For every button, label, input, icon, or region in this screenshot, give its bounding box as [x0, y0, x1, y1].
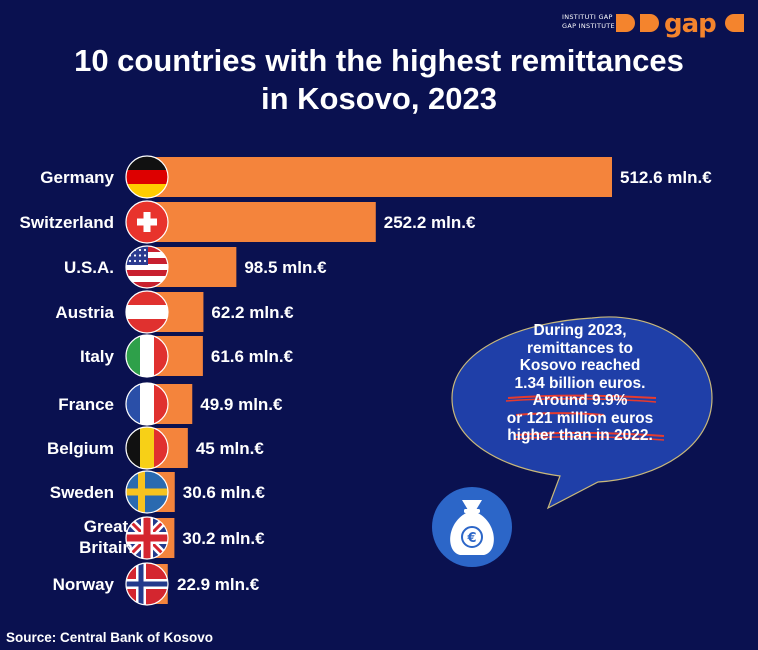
logo-wordmark: gap	[664, 9, 717, 39]
category-label: Austria	[55, 303, 114, 322]
callout-underlines	[505, 394, 665, 441]
money-bag-euro-icon: €	[432, 487, 512, 567]
callout-line: Kosovo reached	[519, 357, 641, 374]
germany-flag-icon	[125, 155, 169, 199]
italy-flag-icon	[125, 334, 169, 378]
great-britain-flag-icon	[125, 516, 169, 560]
gap-institute-logo: INSTITUTI GAP GAP INSTITUTE gap	[562, 10, 752, 38]
switzerland-flag-icon	[125, 200, 169, 244]
category-label: Italy	[80, 347, 115, 366]
chart-title-line-1: 10 countries with the highest remittance…	[74, 43, 684, 78]
callout-line: 1.34 billion euros.	[514, 374, 646, 392]
category-label: Sweden	[50, 483, 114, 502]
category-label: U.S.A.	[64, 258, 114, 277]
value-label: 30.2 mln.€	[182, 529, 265, 548]
callout-text: During 2023, remittances to Kosovo reached…	[480, 322, 680, 445]
value-label: 98.5 mln.€	[244, 258, 327, 277]
callout-line: or 121 million euros	[506, 409, 654, 427]
category-label: Norway	[53, 575, 115, 594]
value-label: 512.6 mln.€	[620, 168, 712, 187]
callout-line: higher than in 2022.	[507, 427, 653, 444]
sweden-flag-icon	[125, 470, 169, 514]
value-label: 61.6 mln.€	[211, 347, 294, 366]
logo-shape-icon	[616, 14, 635, 32]
usa-flag-icon	[125, 245, 169, 289]
value-label: 62.2 mln.€	[211, 303, 294, 322]
norway-flag-icon	[125, 562, 169, 606]
bar-germany	[147, 157, 612, 197]
chart-title-line-2: in Kosovo, 2023	[260, 81, 498, 116]
logo-subtitle-albanian: INSTITUTI GAP	[562, 13, 613, 21]
callout-line: Around 9.9%	[532, 392, 628, 409]
category-label: Switzerland	[20, 213, 114, 232]
callout-speech-bubble	[451, 316, 713, 510]
value-label: 22.9 mln.€	[177, 575, 260, 594]
category-label: Belgium	[47, 439, 114, 458]
value-label: 49.9 mln.€	[200, 395, 283, 414]
logo-shape-icon	[640, 14, 659, 32]
callout-line: remittances to	[527, 339, 633, 357]
category-label: Germany	[40, 168, 114, 187]
category-label: Great Britain	[79, 517, 133, 557]
logo-shape-icon	[725, 14, 744, 32]
callout-line: During 2023,	[533, 322, 627, 339]
austria-flag-icon	[125, 290, 169, 334]
logo-subtitle-english: GAP INSTITUTE	[562, 22, 615, 30]
source-note: Source: Central Bank of Kosovo	[6, 630, 214, 645]
category-label: France	[58, 395, 114, 414]
value-label: 252.2 mln.€	[384, 213, 476, 232]
belgium-flag-icon	[125, 426, 169, 470]
chart-title: 10 countries with the highest remittance…	[0, 42, 758, 118]
bar-switzerland	[147, 202, 376, 242]
svg-text:€: €	[466, 531, 476, 546]
value-label: 30.6 mln.€	[183, 483, 266, 502]
france-flag-icon	[125, 382, 169, 426]
value-label: 45 mln.€	[196, 439, 265, 458]
